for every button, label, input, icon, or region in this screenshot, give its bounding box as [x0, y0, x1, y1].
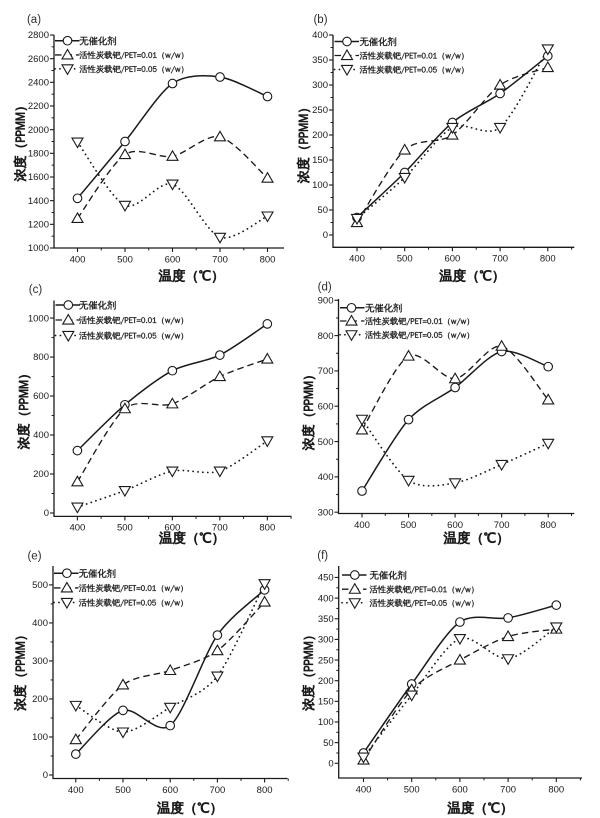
svg-text:0: 0: [323, 230, 328, 241]
svg-text:400: 400: [354, 520, 370, 531]
svg-text:500: 500: [318, 437, 334, 448]
svg-text:50: 50: [323, 738, 334, 749]
svg-text:(d): (d): [318, 282, 332, 294]
svg-text:2400: 2400: [28, 78, 49, 89]
svg-text:600: 600: [318, 401, 334, 412]
svg-text:300: 300: [318, 635, 334, 646]
svg-text:400: 400: [318, 472, 334, 483]
svg-text:(f): (f): [317, 550, 328, 562]
svg-text:1600: 1600: [28, 172, 49, 183]
svg-text:900: 900: [318, 295, 334, 306]
svg-text:2200: 2200: [28, 101, 49, 112]
svg-text:2600: 2600: [28, 54, 49, 65]
svg-text:600: 600: [164, 523, 180, 534]
svg-text:500: 500: [115, 785, 131, 796]
svg-text:450: 450: [318, 573, 334, 584]
svg-text:600: 600: [162, 785, 178, 796]
svg-text:800: 800: [540, 520, 556, 531]
svg-text:400: 400: [318, 593, 334, 604]
svg-text:500: 500: [117, 254, 133, 265]
svg-text:300: 300: [312, 80, 328, 91]
svg-text:0: 0: [43, 770, 48, 781]
svg-text:1200: 1200: [28, 220, 49, 231]
svg-text:600: 600: [447, 520, 463, 531]
svg-text:200: 200: [33, 469, 49, 480]
svg-text:2000: 2000: [28, 125, 49, 136]
svg-text:50: 50: [317, 205, 328, 216]
svg-text:600: 600: [452, 784, 468, 795]
svg-text:250: 250: [318, 655, 334, 666]
svg-text:700: 700: [212, 523, 228, 534]
svg-text:200: 200: [32, 694, 48, 705]
svg-text:400: 400: [33, 430, 49, 441]
svg-text:500: 500: [117, 523, 133, 534]
svg-text:800: 800: [259, 523, 275, 534]
svg-text:700: 700: [209, 785, 225, 796]
svg-text:2800: 2800: [28, 30, 49, 41]
svg-text:1000: 1000: [28, 243, 49, 254]
svg-text:600: 600: [33, 391, 49, 402]
svg-text:800: 800: [548, 784, 564, 795]
svg-text:(e): (e): [27, 551, 41, 563]
svg-text:300: 300: [318, 507, 334, 518]
svg-text:800: 800: [318, 331, 334, 342]
svg-text:500: 500: [401, 520, 417, 531]
svg-text:400: 400: [69, 523, 85, 534]
svg-text:700: 700: [212, 254, 228, 265]
svg-text:300: 300: [32, 656, 48, 667]
svg-text:400: 400: [349, 254, 365, 265]
svg-text:150: 150: [312, 155, 328, 166]
svg-text:(b): (b): [313, 14, 327, 26]
svg-text:350: 350: [318, 614, 334, 625]
svg-text:250: 250: [312, 105, 328, 116]
svg-text:1400: 1400: [28, 196, 49, 207]
svg-text:800: 800: [33, 352, 49, 363]
svg-text:700: 700: [494, 520, 510, 531]
svg-text:150: 150: [318, 697, 334, 708]
svg-text:100: 100: [32, 732, 48, 743]
svg-text:800: 800: [540, 254, 556, 265]
svg-text:100: 100: [312, 180, 328, 191]
svg-text:500: 500: [397, 254, 413, 265]
svg-text:600: 600: [165, 254, 181, 265]
svg-text:400: 400: [32, 618, 48, 629]
svg-text:100: 100: [318, 717, 334, 728]
svg-text:400: 400: [68, 785, 84, 796]
svg-text:400: 400: [70, 254, 86, 265]
svg-text:600: 600: [444, 254, 460, 265]
svg-text:200: 200: [318, 676, 334, 687]
svg-text:800: 800: [257, 785, 273, 796]
svg-text:500: 500: [404, 784, 420, 795]
svg-text:700: 700: [318, 366, 334, 377]
svg-text:700: 700: [492, 254, 508, 265]
svg-text:500: 500: [32, 580, 48, 591]
svg-text:1000: 1000: [28, 313, 49, 324]
svg-text:700: 700: [500, 784, 516, 795]
svg-text:200: 200: [312, 130, 328, 141]
svg-text:0: 0: [328, 759, 333, 770]
svg-text:0: 0: [44, 508, 49, 519]
svg-text:400: 400: [356, 784, 372, 795]
svg-text:(c): (c): [29, 284, 43, 296]
svg-text:1800: 1800: [28, 149, 49, 160]
svg-text:(a): (a): [27, 14, 41, 26]
svg-text:400: 400: [312, 30, 328, 41]
svg-text:350: 350: [312, 55, 328, 66]
svg-text:800: 800: [260, 254, 276, 265]
